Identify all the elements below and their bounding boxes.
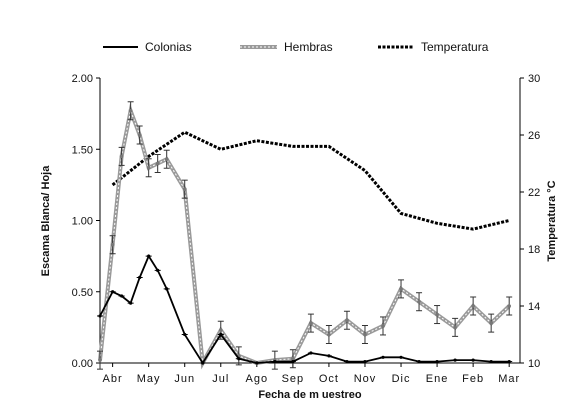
colonias-point — [488, 359, 495, 364]
hembras-point — [416, 292, 423, 312]
colonias-point — [343, 359, 350, 364]
series-colonias-line — [99, 254, 510, 365]
colonias-point — [253, 361, 260, 365]
colonias-point — [398, 355, 405, 359]
hembras-point — [145, 158, 152, 178]
colonias-point — [199, 361, 206, 365]
x-tick-label: Jul — [212, 373, 229, 385]
hembras-point — [398, 279, 405, 299]
colonias-point — [271, 359, 278, 364]
hembras-point — [470, 296, 477, 316]
hembras-point — [452, 317, 459, 337]
hembras-point — [380, 316, 387, 336]
colonias-point — [434, 359, 441, 364]
x-tick-label: Jun — [174, 373, 195, 385]
colonias-point — [307, 351, 314, 355]
colonias-point — [163, 287, 170, 291]
hembras-point — [307, 313, 314, 333]
x-tick-label: Mar — [498, 373, 520, 385]
x-tick-label: Dic — [392, 373, 411, 385]
colonias-point — [235, 357, 242, 361]
hembras-point — [181, 179, 188, 199]
colonias-point — [97, 314, 103, 318]
hembras-point — [343, 310, 350, 330]
y-ticks: 0.00 0.50 1.00 1.50 2.00 — [72, 73, 100, 370]
colonias-point — [452, 358, 459, 362]
colonias-point — [136, 275, 143, 280]
colonias-point — [506, 359, 513, 364]
y2-tick-label: 26 — [528, 130, 540, 142]
hembras-point — [506, 296, 513, 316]
x-tick-label: May — [137, 373, 161, 385]
legend-label-temperatura: Temperatura — [421, 40, 489, 54]
hembras-point — [325, 325, 332, 344]
y2-tick-label: 30 — [528, 73, 540, 85]
colonias-point — [325, 354, 332, 358]
colonias-point — [127, 301, 134, 305]
x-tick-label: Feb — [462, 373, 484, 385]
x-tick-label: Ene — [426, 373, 449, 385]
colonias-point — [361, 359, 368, 364]
x-tick-label: Nov — [354, 373, 377, 385]
axes — [99, 78, 521, 364]
x-tick-label: Sep — [282, 373, 305, 385]
y2-axis-title: Temperatura °C — [546, 180, 558, 261]
y-tick-label: 1.50 — [72, 144, 93, 156]
colonias-point — [217, 332, 224, 337]
legend-label-hembras: Hembras — [284, 40, 333, 54]
hembras-point — [136, 125, 143, 145]
colonias-point — [145, 254, 152, 258]
hembras-point — [361, 325, 368, 344]
colonias-point — [289, 359, 296, 364]
x-axis-title: Fecha de m uestreo — [258, 389, 362, 401]
hembras-point — [97, 350, 103, 370]
colonias-point — [109, 290, 116, 294]
y-tick-label: 0.50 — [72, 287, 93, 299]
legend: Colonias Hembras Temperatura — [103, 40, 489, 54]
hembras-point — [488, 313, 495, 333]
hembras-point — [127, 101, 134, 121]
x-tick-label: Ago — [246, 373, 269, 385]
hembras-point — [118, 146, 125, 166]
hembras-point — [109, 235, 116, 255]
legend-label-colonias: Colonias — [145, 40, 192, 54]
colonias-point — [118, 294, 125, 298]
y2-tick-label: 22 — [528, 187, 540, 199]
y2-tick-label: 18 — [528, 244, 540, 256]
y-tick-label: 1.00 — [72, 216, 93, 228]
y2-tick-label: 10 — [528, 358, 540, 370]
x-ticks: Abr May Jun Jul Ago Sep Oct Nov Dic Ene Feb Mar — [103, 363, 520, 385]
hembras-point — [154, 154, 161, 173]
x-tick-label: Oct — [319, 373, 339, 385]
y2-ticks: 10 14 18 22 26 30 — [520, 73, 540, 370]
colonias-point — [470, 358, 477, 362]
hembras-point — [289, 349, 296, 369]
series-temperatura-line — [111, 130, 510, 231]
colonias-point — [380, 355, 387, 359]
colonias-point — [154, 268, 161, 272]
series-hembras-core — [99, 108, 510, 365]
colonias-point — [416, 359, 423, 364]
hembras-point — [434, 305, 441, 325]
series-layer — [97, 101, 513, 370]
hembras-point — [217, 320, 224, 340]
y-tick-label: 2.00 — [72, 73, 93, 85]
x-tick-label: Abr — [103, 373, 123, 385]
colonias-point — [181, 332, 188, 337]
y2-tick-label: 14 — [528, 301, 540, 313]
y-axis-title: Escama Blanca/ Hoja — [40, 165, 52, 277]
hembras-point — [163, 149, 170, 169]
y-tick-label: 0.00 — [72, 358, 93, 370]
